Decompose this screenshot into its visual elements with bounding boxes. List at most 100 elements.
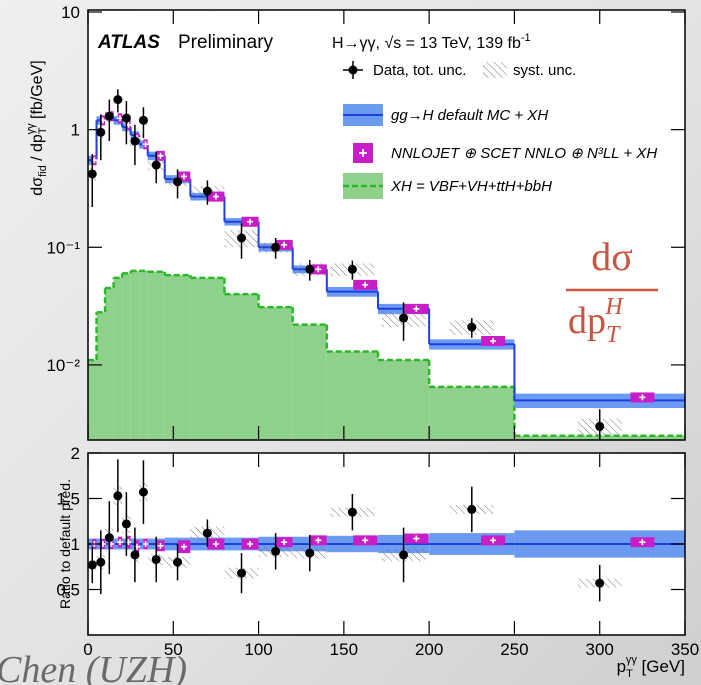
x-tick-label: 0 [83, 640, 92, 659]
xh-area [190, 277, 225, 440]
data-point [202, 528, 212, 538]
legend-label: syst. unc. [513, 62, 576, 79]
speaker-overlay: Chen (UZH) [0, 649, 187, 685]
xh-area [429, 386, 515, 440]
data-point [151, 160, 161, 170]
data-point [237, 568, 247, 578]
y-axis-label-lower: Ratio to default pred. [57, 479, 73, 609]
data-point [399, 313, 409, 323]
nnlojet-marker [116, 539, 123, 546]
data-point [202, 186, 212, 196]
process-text: H→γγ, √s = 13 TeV, 139 fb [332, 35, 521, 52]
data-point [130, 136, 140, 146]
y-axis-label-upper: dσfid / dpTγγ [fb/GeV] [25, 60, 49, 195]
formula-sub: T [606, 322, 621, 348]
y-label-sub: fid [37, 165, 49, 177]
data-point [467, 322, 477, 332]
data-point [121, 113, 131, 123]
frame-lower [87, 452, 686, 636]
nnlojet-marker [180, 173, 187, 180]
data-point [237, 233, 247, 243]
nnlojet-marker [142, 141, 149, 148]
formula-sup: H [604, 294, 624, 320]
xh-area [224, 294, 259, 440]
x-label-unit: [GeV] [637, 657, 685, 676]
lower-marks [88, 459, 685, 602]
data-point [173, 557, 183, 567]
data-point [173, 177, 183, 187]
nnlojet-marker [315, 266, 322, 273]
xh-area [326, 351, 378, 440]
nnlojet-marker [247, 541, 254, 547]
x-tick-label: 350 [671, 640, 699, 659]
nnlojet-marker [281, 539, 288, 546]
y-label-unit: [fb/GeV] [29, 60, 46, 123]
data-point [104, 533, 114, 543]
y-label-sup: γγ [25, 123, 37, 135]
legend-marker [348, 65, 358, 75]
legend-marker [483, 62, 507, 78]
atlas-status: Preliminary [178, 32, 274, 53]
y-tick-label: 10⁻² [46, 356, 80, 375]
nnlojet-marker [490, 337, 497, 344]
data-point [88, 169, 97, 179]
xh-area [122, 273, 131, 440]
data-point [130, 550, 140, 560]
legend-label: XH = VBF+VH+ttH+bbH [390, 178, 552, 195]
y-tick-label: 1.5 [56, 490, 80, 509]
data-point [271, 242, 281, 252]
data-point [305, 264, 315, 274]
process-sup: -1 [521, 32, 531, 44]
y-label-symbol: dσ [29, 177, 46, 196]
data-point [399, 550, 409, 560]
nnlojet-marker [157, 152, 164, 159]
legend-label: NNLOJET ⊕ SCET NNLO ⊕ N³LL + XH [391, 145, 657, 162]
data-point [347, 507, 357, 517]
nnlojet-marker [639, 394, 646, 401]
xh-area [139, 270, 148, 440]
nnlojet-marker [413, 535, 420, 542]
xh-area [113, 277, 123, 440]
x-tick-label: 150 [330, 640, 358, 659]
xh-area [130, 270, 140, 440]
x-tick-label: 200 [415, 640, 443, 659]
nnlojet-marker [490, 537, 497, 544]
formula-denominator: dpTH [568, 294, 624, 348]
data-point [151, 554, 161, 564]
data-point [113, 491, 123, 501]
xh-area [96, 312, 106, 440]
xh-area [258, 307, 293, 440]
xh-area [88, 360, 97, 440]
x-label-symbol: p [617, 657, 626, 676]
data-point [104, 111, 114, 121]
nnlojet-marker [247, 218, 254, 225]
data-point [347, 264, 357, 274]
data-point [96, 557, 106, 567]
overlay: 10⁻² 10⁻¹ 1 10 0.5 1 1.5 2 0 50 100 150 200 250 300 350… [46, 3, 699, 659]
nnlojet-marker [142, 541, 149, 547]
data-point [138, 115, 148, 125]
xh-area [105, 288, 114, 440]
x-tick-label: 250 [500, 640, 528, 659]
nnlojet-marker [180, 543, 187, 550]
x-label-sub: T [626, 668, 633, 680]
y-tick-label: 10⁻¹ [46, 238, 80, 257]
y-label-sep: / dp [29, 134, 46, 165]
xh-area [292, 324, 327, 440]
nnlojet-marker [362, 537, 369, 544]
xh-area [164, 275, 191, 440]
nnlojet-marker [362, 281, 369, 288]
y-tick-label: 1 [71, 535, 80, 554]
y-tick-label: 10 [61, 3, 80, 22]
frame-upper [87, 9, 686, 441]
nnlojet-marker [639, 539, 646, 546]
atlas-label: ATLAS [97, 32, 160, 53]
formula-numerator: dσ [591, 234, 633, 279]
x-tick-label: 50 [164, 640, 183, 659]
data-point [138, 487, 148, 497]
xh-area [147, 271, 165, 440]
legend-label: Data, tot. unc. [373, 62, 466, 79]
xh-area [377, 360, 430, 440]
